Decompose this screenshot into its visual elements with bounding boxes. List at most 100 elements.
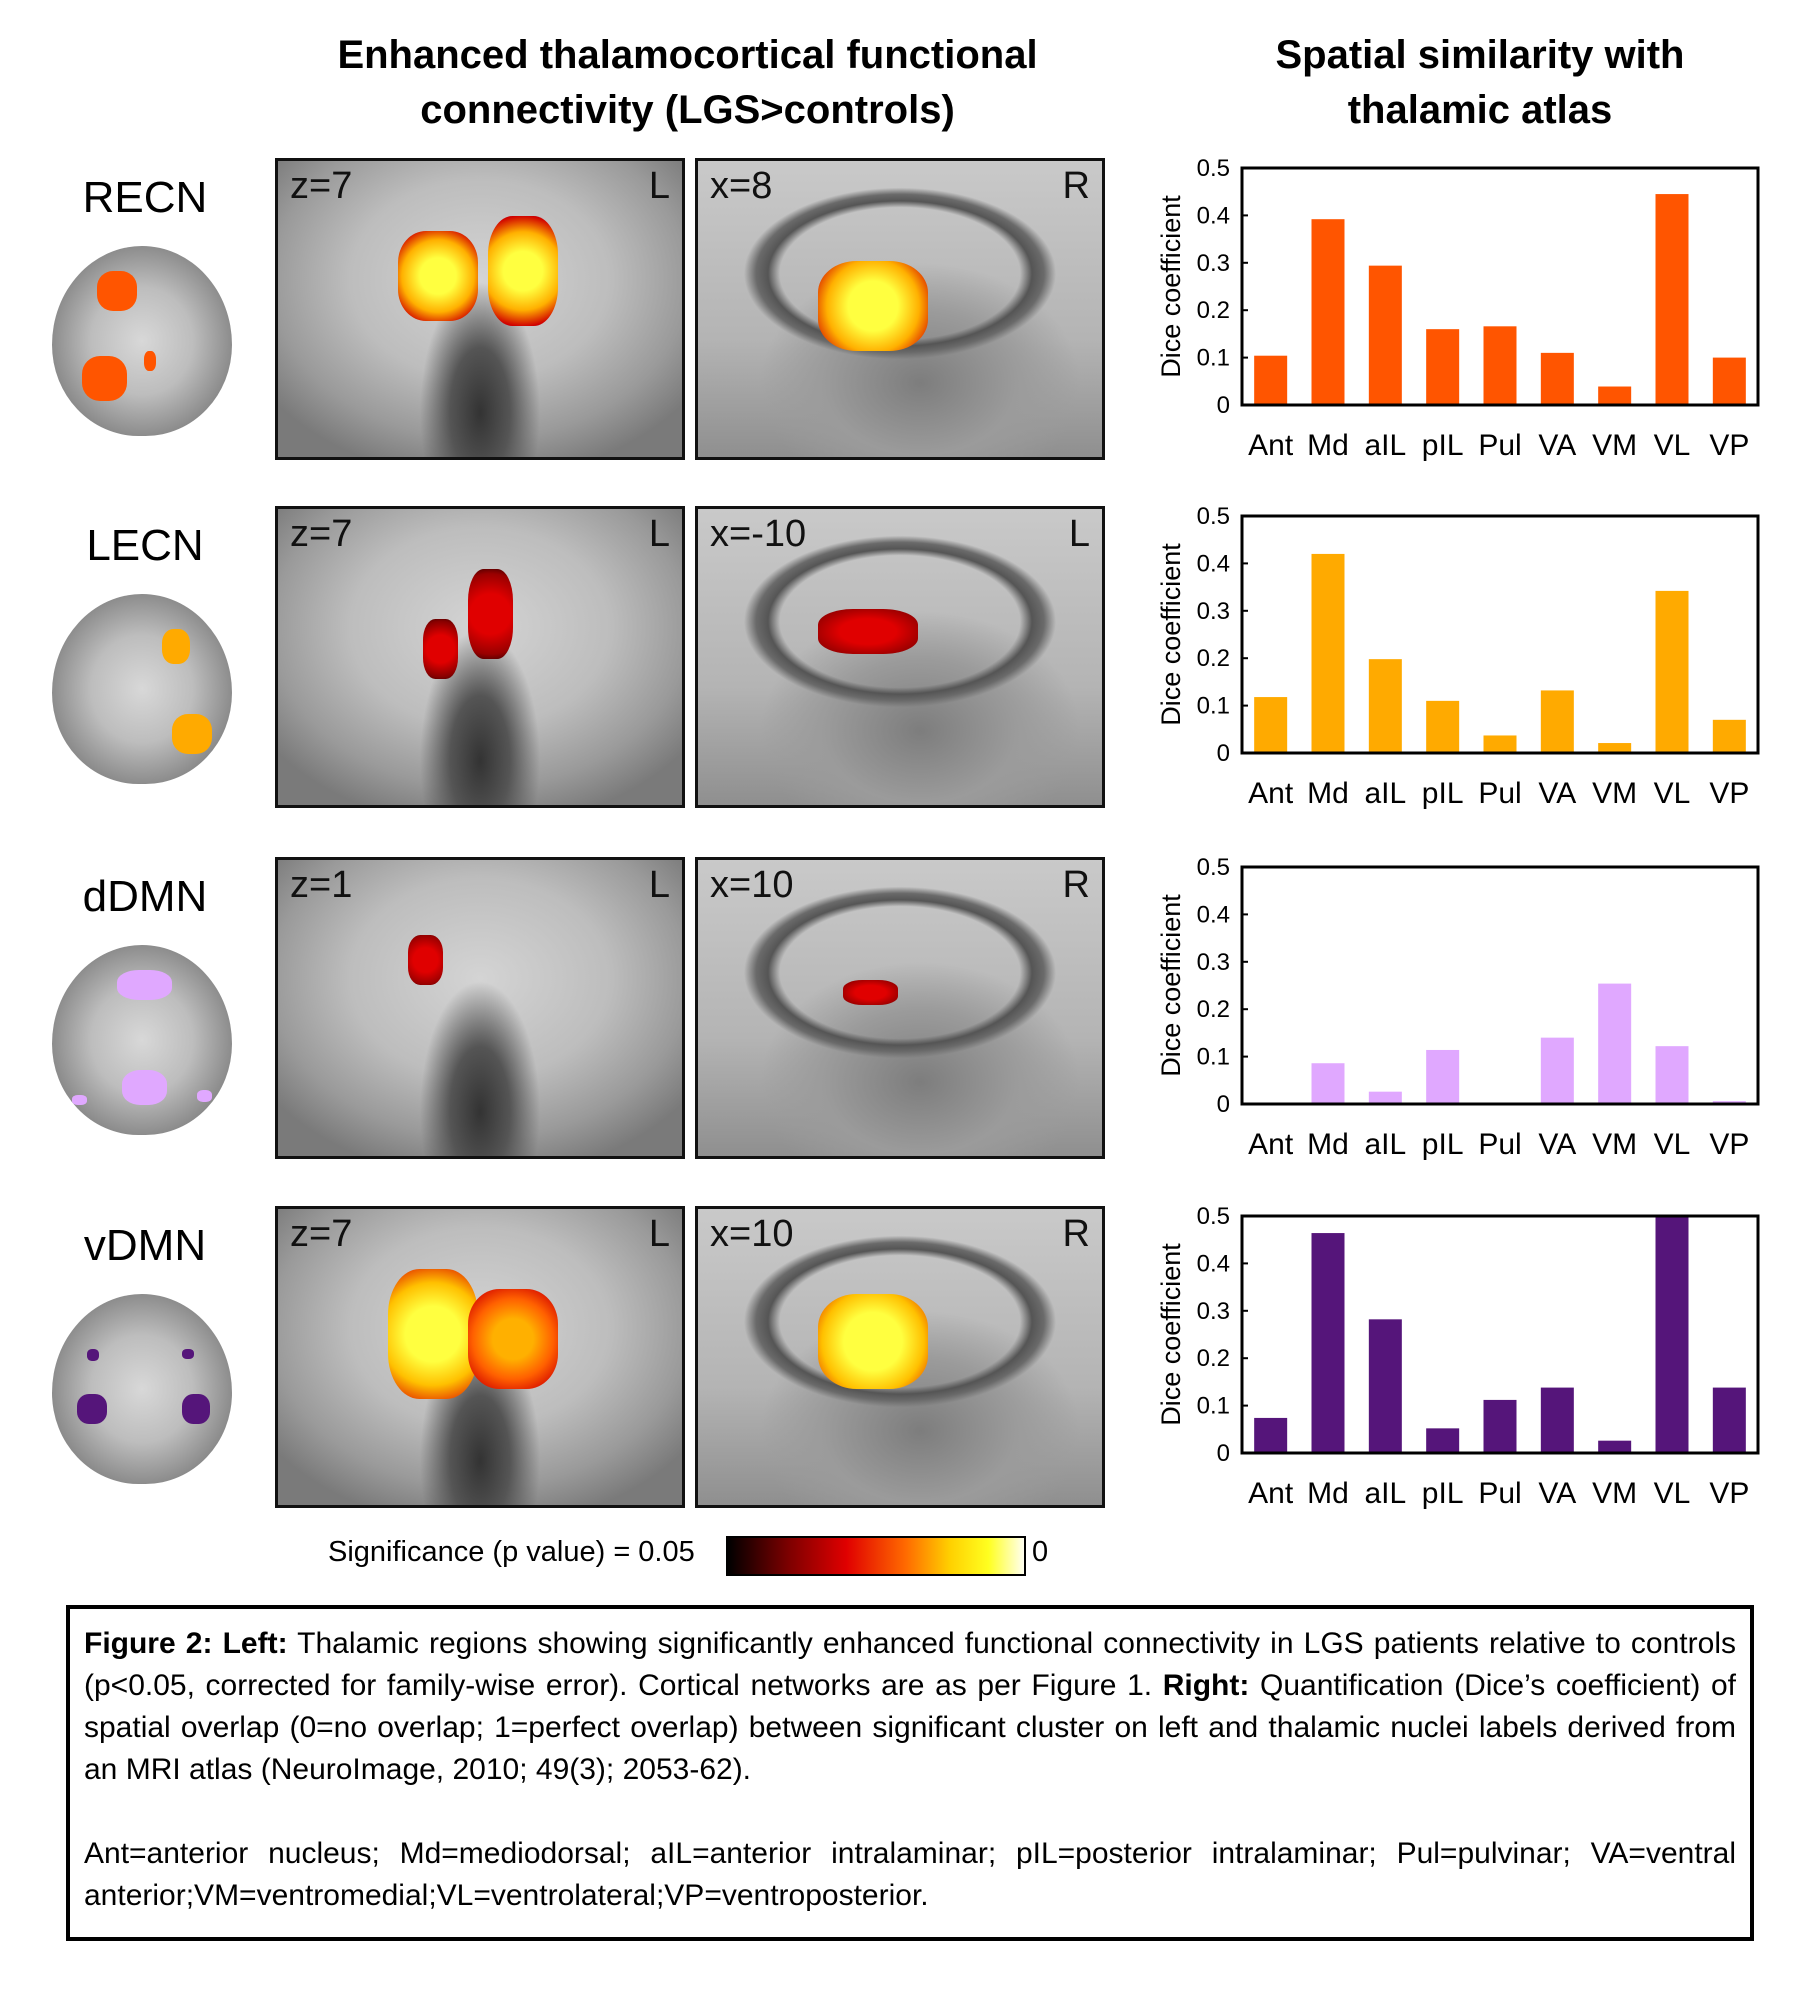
bar-Md [1311, 1063, 1345, 1104]
significant-cluster [388, 1269, 478, 1399]
x-tick-label: VL [1654, 1477, 1691, 1510]
y-tick-label: 0.1 [1197, 345, 1230, 372]
x-tick-label: VP [1709, 429, 1749, 462]
network-region [182, 1394, 210, 1424]
y-tick-label: 0.4 [1197, 901, 1230, 928]
x-tick-label: VM [1592, 777, 1637, 810]
network-region [197, 1090, 212, 1102]
significant-cluster [468, 569, 513, 659]
bar-aIL [1368, 1091, 1402, 1104]
network-label: dDMN [82, 872, 208, 921]
y-tick-label: 0.5 [1197, 1203, 1230, 1230]
axial-slice-panel: z=7 L [275, 158, 685, 460]
network-region [122, 1070, 167, 1105]
bar-Md [1311, 553, 1345, 753]
y-tick-label: 0.3 [1197, 1298, 1230, 1325]
hemisphere-label: L [648, 864, 670, 906]
y-axis-label: Dice coefficient [1156, 1243, 1186, 1426]
cortical-network-thumbnail [52, 594, 232, 784]
axial-slice-panel: z=7 L [275, 506, 685, 808]
bar-VM [1598, 1440, 1632, 1453]
y-tick-label: 0.3 [1197, 250, 1230, 277]
y-tick-label: 0.3 [1197, 598, 1230, 625]
network-label: vDMN [83, 1221, 207, 1270]
left-title-line-2: connectivity (LGS>controls) [420, 88, 955, 132]
hemisphere-label: R [1062, 165, 1090, 207]
bar-aIL [1368, 265, 1402, 405]
plot-frame [1240, 514, 1760, 755]
x-tick-label: VA [1538, 1477, 1576, 1510]
network-region [182, 1349, 194, 1359]
significant-cluster [408, 935, 443, 985]
significant-cluster [818, 609, 918, 654]
y-axis-label: Dice coefficient [1156, 195, 1186, 378]
cortical-network-thumbnail [52, 246, 232, 436]
bar-Md [1311, 1233, 1345, 1453]
x-tick-label: aIL [1364, 429, 1406, 462]
network-label: LECN [86, 521, 204, 570]
x-tick-label: aIL [1364, 1477, 1406, 1510]
slice-coordinate: x=-10 [710, 513, 807, 555]
y-tick-label: 0.4 [1197, 202, 1230, 229]
network-region [117, 970, 172, 1000]
cortical-network-thumbnail [52, 1294, 232, 1484]
bar-aIL [1368, 1319, 1402, 1453]
bar-Pul [1483, 1399, 1517, 1453]
bar-VL [1655, 1046, 1689, 1104]
x-tick-label: Md [1307, 1477, 1349, 1510]
y-tick-label: 0.4 [1197, 1250, 1230, 1277]
x-tick-label: VL [1654, 777, 1691, 810]
axial-slice-panel: z=1 L [275, 857, 685, 1159]
hemisphere-label: R [1062, 1213, 1090, 1255]
sagittal-slice-panel: x=-10 L [695, 506, 1105, 808]
bar-VM [1598, 386, 1632, 405]
plot-frame [1240, 1214, 1760, 1455]
y-tick-label: 0.1 [1197, 1044, 1230, 1071]
network-label: RECN [82, 173, 208, 222]
significant-cluster [423, 619, 458, 679]
plot-frame [1240, 865, 1760, 1106]
axial-slice-panel: z=7 L [275, 1206, 685, 1508]
slice-coordinate: x=8 [710, 165, 773, 207]
y-tick-label: 0.2 [1197, 996, 1230, 1023]
hemisphere-label: L [1068, 513, 1090, 555]
hemisphere-label: L [648, 1213, 670, 1255]
y-tick-label: 0.2 [1197, 297, 1230, 324]
colorbar-label: Significance (p value) = 0.05 [328, 1536, 695, 1568]
network-region [72, 1095, 87, 1105]
dice-bar-chart: Ant Md aIL pIL Pul VA VM VL VP 0 0.1 0.2 0.3 0.4 0.5 Di… [1156, 854, 1760, 1161]
caption-abbreviations: Ant=anterior nucleus; Md=mediodorsal; aI… [84, 1837, 1736, 1912]
caption-right-label: Right: [1162, 1669, 1250, 1702]
hemisphere-label: L [648, 513, 670, 555]
x-tick-label: Ant [1248, 1477, 1294, 1510]
x-tick-label: pIL [1422, 777, 1464, 810]
y-axis-label: Dice coefficient [1156, 543, 1186, 726]
dice-bar-chart: Ant Md aIL pIL Pul VA VM VL VP 0 0.1 0.2 0.3 0.4 0.5 Di… [1156, 155, 1760, 462]
y-tick-label: 0.5 [1197, 503, 1230, 530]
bar-aIL [1368, 659, 1402, 753]
network-region [144, 351, 156, 371]
significance-colorbar [726, 1536, 1026, 1576]
hemisphere-label: L [648, 165, 670, 207]
bar-VL [1655, 590, 1689, 753]
x-tick-label: VL [1654, 1128, 1691, 1161]
x-tick-label: VA [1538, 429, 1576, 462]
x-tick-label: VP [1709, 777, 1749, 810]
bar-VA [1540, 690, 1574, 753]
x-tick-label: Pul [1478, 1477, 1521, 1510]
significant-cluster [818, 261, 928, 351]
x-tick-label: Ant [1248, 1128, 1294, 1161]
x-tick-label: VL [1654, 429, 1691, 462]
x-tick-label: Md [1307, 777, 1349, 810]
bar-VM [1598, 743, 1632, 753]
dice-bar-chart: Ant Md aIL pIL Pul VA VM VL VP 0 0.1 0.2 0.3 0.4 0.5 Di… [1156, 503, 1760, 810]
y-tick-label: 0.1 [1197, 693, 1230, 720]
y-tick-label: 0.4 [1197, 550, 1230, 577]
y-tick-label: 0.5 [1197, 155, 1230, 182]
significant-cluster [818, 1294, 928, 1389]
plot-frame [1240, 166, 1760, 407]
y-tick-label: 0 [1217, 1091, 1230, 1118]
bar-VA [1540, 352, 1574, 405]
bar-VA [1540, 1037, 1574, 1104]
bar-pIL [1426, 700, 1460, 753]
